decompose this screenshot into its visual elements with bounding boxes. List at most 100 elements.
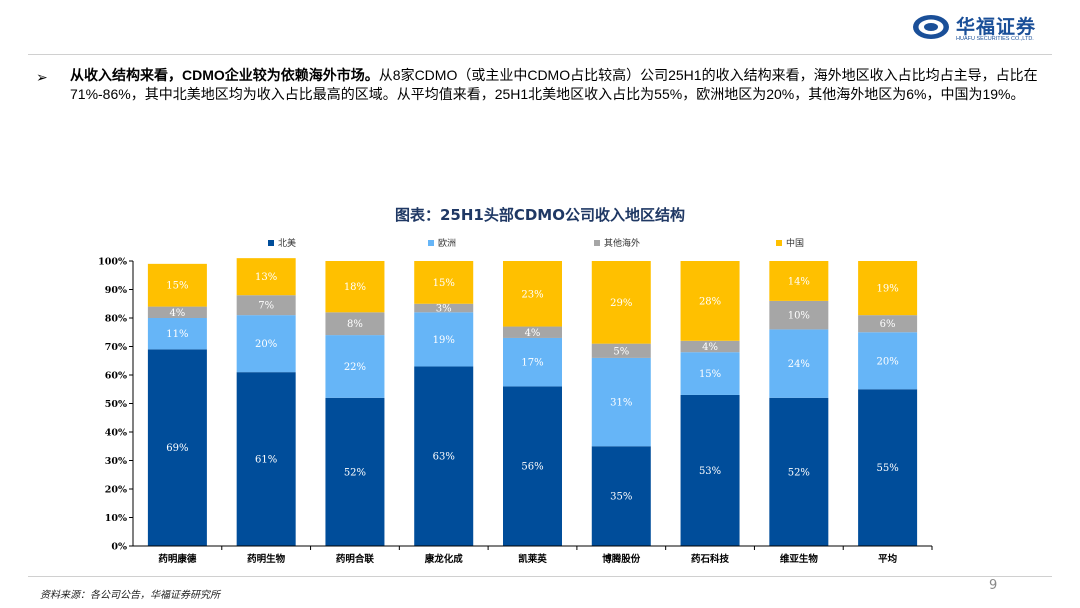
y-tick-label: 90% xyxy=(105,285,127,296)
data-label: 13% xyxy=(255,272,277,283)
legend-swatch xyxy=(268,240,274,246)
data-label: 3% xyxy=(436,304,452,315)
bar-segment xyxy=(147,306,207,318)
data-label: 18% xyxy=(344,282,366,293)
legend-label: 欧洲 xyxy=(438,237,456,249)
y-tick-label: 40% xyxy=(105,428,127,439)
y-tick-label: 20% xyxy=(105,485,127,496)
y-tick-label: 50% xyxy=(105,399,127,410)
bar-segment xyxy=(591,446,651,546)
y-tick-label: 0% xyxy=(111,542,127,553)
bar-segment xyxy=(414,366,474,546)
bar-segment xyxy=(325,261,385,313)
y-tick-label: 30% xyxy=(105,456,127,467)
data-label: 55% xyxy=(876,463,898,474)
bar-segment xyxy=(503,261,562,327)
legend-label: 其他海外 xyxy=(604,237,640,249)
x-category-label: 药明生物 xyxy=(247,553,286,565)
data-label: 14% xyxy=(788,276,810,287)
bar-segment xyxy=(236,258,296,296)
x-category-label: 康龙化成 xyxy=(424,553,464,565)
legend-swatch xyxy=(594,240,600,246)
bar-segment xyxy=(503,326,562,338)
bar-segment xyxy=(769,261,829,301)
bar-segment xyxy=(769,329,829,398)
logo-name-en: HUAFU SECURITIES CO.,LTD. xyxy=(956,36,1034,42)
data-label: 10% xyxy=(788,311,810,322)
bar-segment xyxy=(680,394,740,546)
bar-segment xyxy=(325,397,385,546)
legend-swatch xyxy=(428,240,434,246)
data-label: 69% xyxy=(166,443,188,454)
data-label: 61% xyxy=(255,455,277,466)
bullet-arrow-icon: ➢ xyxy=(36,70,48,86)
footer-divider xyxy=(28,576,1052,577)
y-tick-label: 100% xyxy=(98,257,127,268)
data-label: 5% xyxy=(613,346,629,357)
source-note: 资料来源：各公司公告，华福证券研究所 xyxy=(40,590,220,601)
huafu-logo-icon xyxy=(913,15,949,39)
chart-title: 图表：25H1头部CDMO公司收入地区结构 xyxy=(394,206,685,224)
data-label: 24% xyxy=(788,359,810,370)
data-label: 56% xyxy=(521,462,543,473)
legend-label: 北美 xyxy=(278,237,296,249)
bar-segment xyxy=(503,337,562,387)
x-category-label: 维亚生物 xyxy=(780,553,819,565)
bar-segment xyxy=(325,335,385,398)
data-label: 23% xyxy=(521,289,543,300)
bar-segment xyxy=(147,349,207,546)
data-label: 31% xyxy=(610,398,632,409)
summary-paragraph: 从收入结构来看，CDMO企业较为依赖海外市场。从8家CDMO（或主业中CDMO占… xyxy=(70,66,1050,104)
y-tick-label: 70% xyxy=(105,342,127,353)
data-label: 15% xyxy=(699,369,721,380)
bar-segment xyxy=(236,372,296,546)
bar-segment xyxy=(414,261,474,304)
summary-body: 从8家CDMO（或主业中CDMO占比较高）公司25H1的收入结构来看，海外地区收… xyxy=(70,67,1038,102)
data-label: 11% xyxy=(166,329,188,340)
y-tick-label: 60% xyxy=(105,371,127,382)
bar-segment xyxy=(680,352,740,395)
data-label: 4% xyxy=(169,308,185,319)
header-divider xyxy=(28,54,1052,55)
bar-segment xyxy=(503,386,562,546)
bar-segment xyxy=(591,357,651,447)
x-category-label: 药石科技 xyxy=(691,553,730,565)
bar-segment xyxy=(769,300,829,330)
logo-name-cn: 华福证券 xyxy=(956,16,1037,38)
legend-swatch xyxy=(776,240,782,246)
bar-segment xyxy=(858,332,918,390)
data-label: 28% xyxy=(699,296,721,307)
data-label: 4% xyxy=(525,328,541,339)
x-category-label: 凯莱英 xyxy=(518,553,547,565)
bar-segment xyxy=(858,261,918,316)
bar-segment xyxy=(680,261,740,341)
bar-segment xyxy=(147,263,207,307)
data-label: 15% xyxy=(433,278,455,289)
page-number: 9 xyxy=(989,578,998,593)
bar-segment xyxy=(858,389,918,546)
y-tick-label: 80% xyxy=(105,314,127,325)
data-label: 29% xyxy=(610,298,632,309)
data-label: 15% xyxy=(166,281,188,292)
data-label: 7% xyxy=(258,301,274,312)
data-label: 20% xyxy=(876,356,898,367)
bar-segment xyxy=(858,315,918,333)
data-label: 52% xyxy=(344,467,366,478)
bar-segment xyxy=(414,312,474,367)
x-category-label: 平均 xyxy=(878,553,898,565)
data-label: 52% xyxy=(788,467,810,478)
bar-segment xyxy=(236,295,296,316)
data-label: 63% xyxy=(433,452,455,463)
bar-segment xyxy=(414,303,474,313)
legend-label: 中国 xyxy=(786,237,804,249)
x-category-label: 博腾股份 xyxy=(602,553,641,565)
summary-bold-lead: 从收入结构来看，CDMO企业较为依赖海外市场。 xyxy=(70,67,379,83)
x-category-label: 药明康德 xyxy=(158,553,197,565)
data-label: 20% xyxy=(255,339,277,350)
data-label: 35% xyxy=(610,492,632,503)
bar-segment xyxy=(236,315,296,373)
company-logo: 华福证券 HUAFU SECURITIES CO.,LTD. xyxy=(912,10,1044,46)
data-label: 19% xyxy=(876,284,898,295)
bar-segment xyxy=(591,261,651,344)
data-label: 8% xyxy=(347,319,363,330)
